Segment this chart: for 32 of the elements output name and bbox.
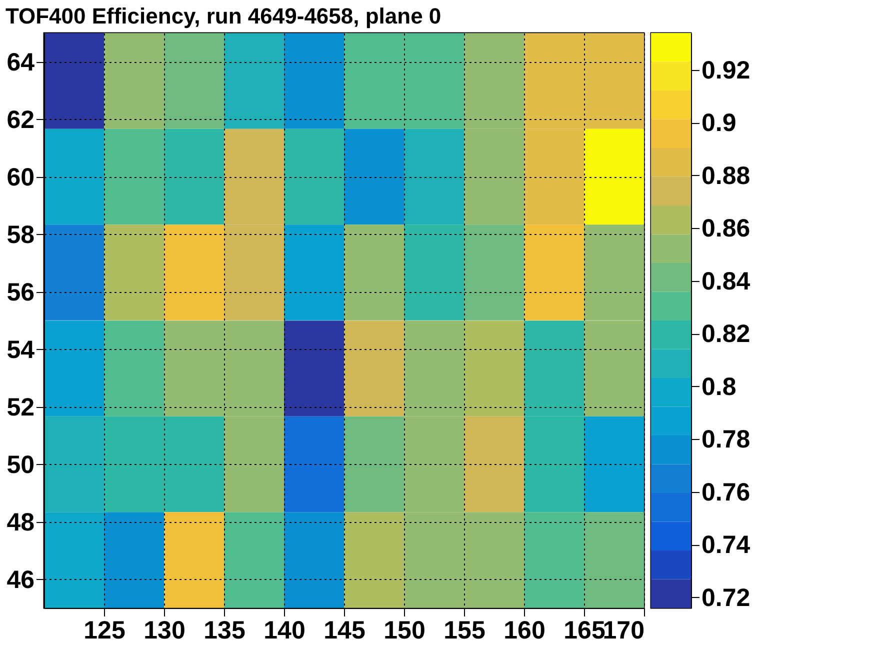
y-tick-label: 56	[6, 278, 34, 306]
color-bar-label: 0.72	[702, 584, 750, 612]
y-tick-label: 60	[6, 163, 34, 192]
x-tick-label: 125	[84, 616, 126, 644]
color-bar-label: 0.78	[702, 426, 750, 454]
y-tick-label: 58	[6, 220, 35, 249]
y-tick-label: 48	[6, 508, 35, 536]
color-bar-label: 0.9	[702, 109, 736, 138]
x-tick-label: 170	[602, 616, 644, 644]
y-tick-label: 54	[6, 336, 35, 364]
color-bar-label: 0.84	[702, 267, 750, 296]
color-bar-label: 0.82	[702, 320, 750, 348]
x-tick-label: 140	[264, 616, 306, 644]
color-bar-label: 0.8	[702, 372, 736, 401]
x-tick-label: 165	[564, 616, 606, 644]
x-tick-label: 130	[144, 616, 186, 644]
color-bar-label: 0.74	[702, 531, 750, 560]
y-tick-label: 62	[6, 106, 34, 134]
x-tick-label: 135	[204, 616, 246, 644]
color-bar-label: 0.76	[702, 478, 750, 506]
y-tick-label: 50	[6, 450, 34, 479]
chart-title: TOF400 Efficiency, run 4649-4658, plane 0	[5, 3, 442, 28]
x-tick-label: 145	[324, 616, 366, 644]
y-tick-label: 46	[6, 566, 34, 594]
y-tick-label: 64	[6, 48, 35, 76]
x-tick-label: 155	[444, 616, 486, 644]
x-tick-label: 160	[504, 616, 546, 644]
color-bar-label: 0.86	[702, 214, 750, 243]
color-bar-label: 0.92	[702, 56, 750, 84]
color-bar-label: 0.88	[702, 162, 750, 190]
y-tick-label: 52	[6, 393, 34, 422]
x-tick-label: 150	[384, 616, 426, 644]
